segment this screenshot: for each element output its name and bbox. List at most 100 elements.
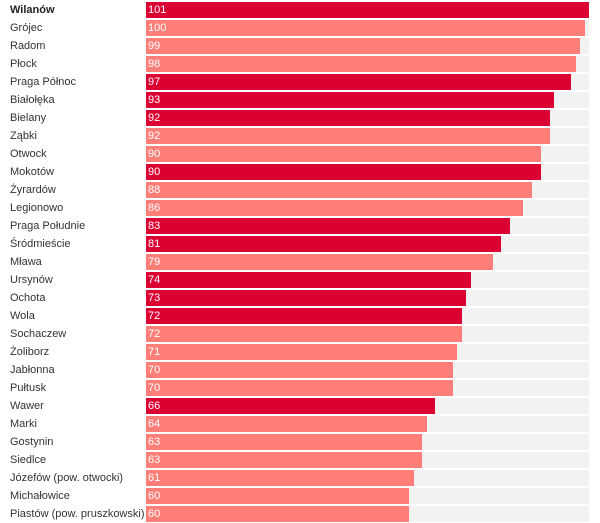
category-label: Wilanów: [10, 4, 55, 16]
bar: [146, 272, 471, 288]
value-label: 81: [148, 238, 161, 250]
value-label: 79: [148, 256, 161, 268]
bar-row: Śródmieście 81: [0, 236, 600, 252]
category-label: Mława: [10, 256, 42, 268]
value-label: 63: [148, 454, 161, 466]
bar: [146, 128, 550, 144]
value-label: 71: [148, 346, 161, 358]
bar-row: Praga Północ 97: [0, 74, 600, 90]
bar: [146, 218, 510, 234]
value-label: 64: [148, 418, 161, 430]
bar-row: Żyrardów 88: [0, 182, 600, 198]
bar: [146, 344, 457, 360]
value-label: 92: [148, 112, 161, 124]
bar-row: Piastów (pow. pruszkowski) 60: [0, 506, 600, 522]
bar: [146, 416, 427, 432]
bar-row: Wawer 66: [0, 398, 600, 414]
category-label: Jabłonna: [10, 364, 55, 376]
bar: [146, 236, 501, 252]
category-label: Gostynin: [10, 436, 54, 448]
value-label: 60: [148, 508, 161, 520]
category-label: Płock: [10, 58, 37, 70]
value-label: 86: [148, 202, 161, 214]
bar: [146, 488, 409, 504]
bar: [146, 74, 571, 90]
bar-row: Pułtusk 70: [0, 380, 600, 396]
value-label: 72: [148, 310, 161, 322]
value-label: 93: [148, 94, 161, 106]
category-label: Praga Południe: [10, 220, 86, 232]
bar: [146, 326, 462, 342]
value-label: 73: [148, 292, 161, 304]
bar-row: Ząbki 92: [0, 128, 600, 144]
value-label: 70: [148, 382, 161, 394]
value-label: 88: [148, 184, 161, 196]
bar: [146, 164, 541, 180]
bar-row: Wola 72: [0, 308, 600, 324]
category-label: Praga Północ: [10, 76, 77, 88]
bar-row: Białołęka 93: [0, 92, 600, 108]
value-label: 98: [148, 58, 161, 70]
bar-row: Bielany 92: [0, 110, 600, 126]
bar: [146, 506, 409, 522]
bar: [146, 56, 576, 72]
value-label: 92: [148, 130, 161, 142]
category-label: Sochaczew: [10, 328, 67, 340]
value-label: 70: [148, 364, 161, 376]
bar: [146, 398, 435, 414]
category-label: Piastów (pow. pruszkowski): [10, 508, 145, 520]
bar: [146, 290, 466, 306]
bar-row: Mokotów 90: [0, 164, 600, 180]
category-label: Białołęka: [10, 94, 55, 106]
category-label: Ursynów: [10, 274, 53, 286]
bar-row: Michałowice 60: [0, 488, 600, 504]
bar-row: Siedlce 63: [0, 452, 600, 468]
category-label: Żyrardów: [10, 184, 56, 196]
bar-row: Sochaczew 72: [0, 326, 600, 342]
bar: [146, 20, 585, 36]
category-label: Michałowice: [10, 490, 70, 502]
value-label: 97: [148, 76, 161, 88]
category-label: Radom: [10, 40, 46, 52]
bar: [146, 200, 523, 216]
value-label: 83: [148, 220, 161, 232]
value-label: 74: [148, 274, 161, 286]
category-label: Bielany: [10, 112, 47, 124]
bar-row: Ochota 73: [0, 290, 600, 306]
bar-row: Mława 79: [0, 254, 600, 270]
bar-row: Otwock 90: [0, 146, 600, 162]
value-label: 90: [148, 166, 161, 178]
value-label: 63: [148, 436, 161, 448]
value-label: 101: [148, 4, 167, 16]
value-label: 99: [148, 40, 161, 52]
bar: [146, 146, 541, 162]
bar-row: Żoliborz 71: [0, 344, 600, 360]
category-label: Legionowo: [10, 202, 64, 214]
category-label: Mokotów: [10, 166, 55, 178]
bar-row: Radom 99: [0, 38, 600, 54]
bar: [146, 110, 550, 126]
bar-row: Marki 64: [0, 416, 600, 432]
bar-row: Wilanów 101: [0, 2, 600, 18]
bar: [146, 470, 414, 486]
bar: [146, 452, 422, 468]
category-label: Pułtusk: [10, 382, 47, 394]
bar: [146, 182, 532, 198]
category-label: Józefów (pow. otwocki): [10, 472, 124, 484]
bar-row: Praga Południe 83: [0, 218, 600, 234]
bar-row: Gostynin 63: [0, 434, 600, 450]
bar: [146, 362, 453, 378]
category-label: Grójec: [10, 22, 43, 34]
category-label: Śródmieście: [10, 238, 71, 250]
value-label: 90: [148, 148, 161, 160]
category-label: Marki: [10, 418, 37, 430]
bar-row: Legionowo 86: [0, 200, 600, 216]
bar-row: Józefów (pow. otwocki) 61: [0, 470, 600, 486]
category-label: Siedlce: [10, 454, 47, 466]
category-label: Otwock: [10, 148, 47, 160]
bar: [146, 254, 493, 270]
category-label: Ząbki: [10, 130, 37, 142]
category-label: Ochota: [10, 292, 46, 304]
bar: [146, 434, 422, 450]
